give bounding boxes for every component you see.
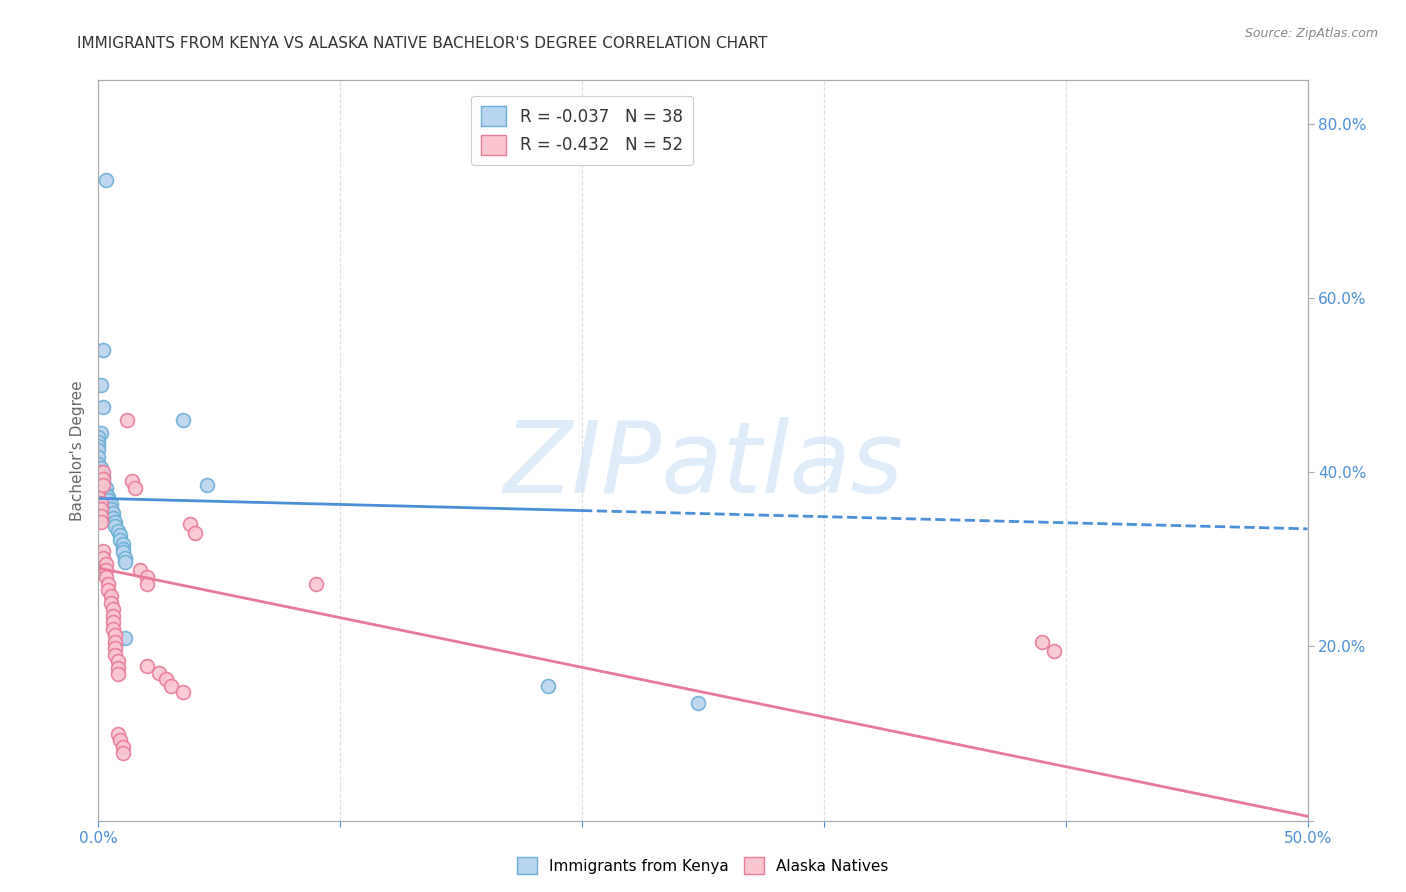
Point xyxy=(111,536,134,550)
Point xyxy=(90,465,112,479)
Point xyxy=(97,493,120,508)
Point xyxy=(155,672,177,686)
Text: IMMIGRANTS FROM KENYA VS ALASKA NATIVE BACHELOR'S DEGREE CORRELATION CHART: IMMIGRANTS FROM KENYA VS ALASKA NATIVE B… xyxy=(77,36,768,51)
Point xyxy=(172,413,194,427)
Point xyxy=(537,679,560,693)
Point xyxy=(135,570,157,584)
Point xyxy=(148,665,170,680)
Point xyxy=(91,543,114,558)
Point xyxy=(101,615,124,629)
Text: Source: ZipAtlas.com: Source: ZipAtlas.com xyxy=(1244,27,1378,40)
Point xyxy=(104,515,127,529)
Point xyxy=(111,746,134,760)
Point xyxy=(107,524,129,538)
Point xyxy=(97,576,120,591)
Point xyxy=(688,696,710,710)
Point xyxy=(108,528,131,542)
Point xyxy=(97,490,120,504)
Point xyxy=(100,596,122,610)
Point xyxy=(90,378,112,392)
Point xyxy=(91,400,114,414)
Point xyxy=(101,510,124,524)
Point xyxy=(87,450,110,464)
Point xyxy=(114,550,136,565)
Point xyxy=(97,582,120,597)
Point xyxy=(104,648,127,662)
Text: ZIPatlas: ZIPatlas xyxy=(503,417,903,514)
Point xyxy=(179,517,201,532)
Point xyxy=(94,557,117,571)
Point xyxy=(107,654,129,668)
Point xyxy=(87,434,110,449)
Point xyxy=(107,667,129,681)
Point xyxy=(111,739,134,754)
Point xyxy=(100,498,122,512)
Point xyxy=(87,457,110,471)
Point xyxy=(87,439,110,453)
Point xyxy=(91,550,114,565)
Point xyxy=(124,481,146,495)
Point xyxy=(90,501,112,516)
Point xyxy=(114,555,136,569)
Point xyxy=(111,545,134,559)
Point xyxy=(1042,644,1064,658)
Point xyxy=(90,425,112,440)
Point xyxy=(135,658,157,673)
Point xyxy=(184,526,207,541)
Point xyxy=(90,508,112,523)
Point xyxy=(111,541,134,556)
Point xyxy=(121,474,143,488)
Point xyxy=(101,622,124,636)
Point xyxy=(104,628,127,642)
Point xyxy=(94,481,117,495)
Point xyxy=(107,726,129,740)
Point xyxy=(101,609,124,624)
Point xyxy=(117,413,139,427)
Point xyxy=(100,589,122,603)
Point xyxy=(87,484,110,499)
Point xyxy=(104,635,127,649)
Point xyxy=(90,496,112,510)
Legend: Immigrants from Kenya, Alaska Natives: Immigrants from Kenya, Alaska Natives xyxy=(512,851,894,880)
Point xyxy=(91,469,114,483)
Point xyxy=(107,661,129,675)
Point xyxy=(87,465,110,479)
Point xyxy=(108,732,131,747)
Point xyxy=(114,631,136,645)
Point xyxy=(91,472,114,486)
Point xyxy=(94,570,117,584)
Point xyxy=(91,465,114,479)
Legend: R = -0.037   N = 38, R = -0.432   N = 52: R = -0.037 N = 38, R = -0.432 N = 52 xyxy=(471,96,693,165)
Point xyxy=(160,679,183,693)
Point xyxy=(172,684,194,698)
Point xyxy=(108,533,131,548)
Point xyxy=(91,475,114,490)
Point xyxy=(94,487,117,501)
Point xyxy=(87,478,110,492)
Point xyxy=(91,478,114,492)
Point xyxy=(195,478,218,492)
Point xyxy=(90,515,112,529)
Point xyxy=(87,490,110,504)
Point xyxy=(128,563,150,577)
Point xyxy=(91,343,114,358)
Point xyxy=(101,602,124,616)
Point xyxy=(101,506,124,520)
Y-axis label: Bachelor's Degree: Bachelor's Degree xyxy=(69,380,84,521)
Point xyxy=(94,563,117,577)
Point xyxy=(1031,635,1053,649)
Point xyxy=(90,461,112,475)
Point xyxy=(94,173,117,187)
Point xyxy=(135,576,157,591)
Point xyxy=(87,430,110,444)
Point xyxy=(87,471,110,485)
Point xyxy=(104,641,127,656)
Point xyxy=(100,501,122,516)
Point xyxy=(104,519,127,533)
Point xyxy=(87,443,110,458)
Point xyxy=(305,576,328,591)
